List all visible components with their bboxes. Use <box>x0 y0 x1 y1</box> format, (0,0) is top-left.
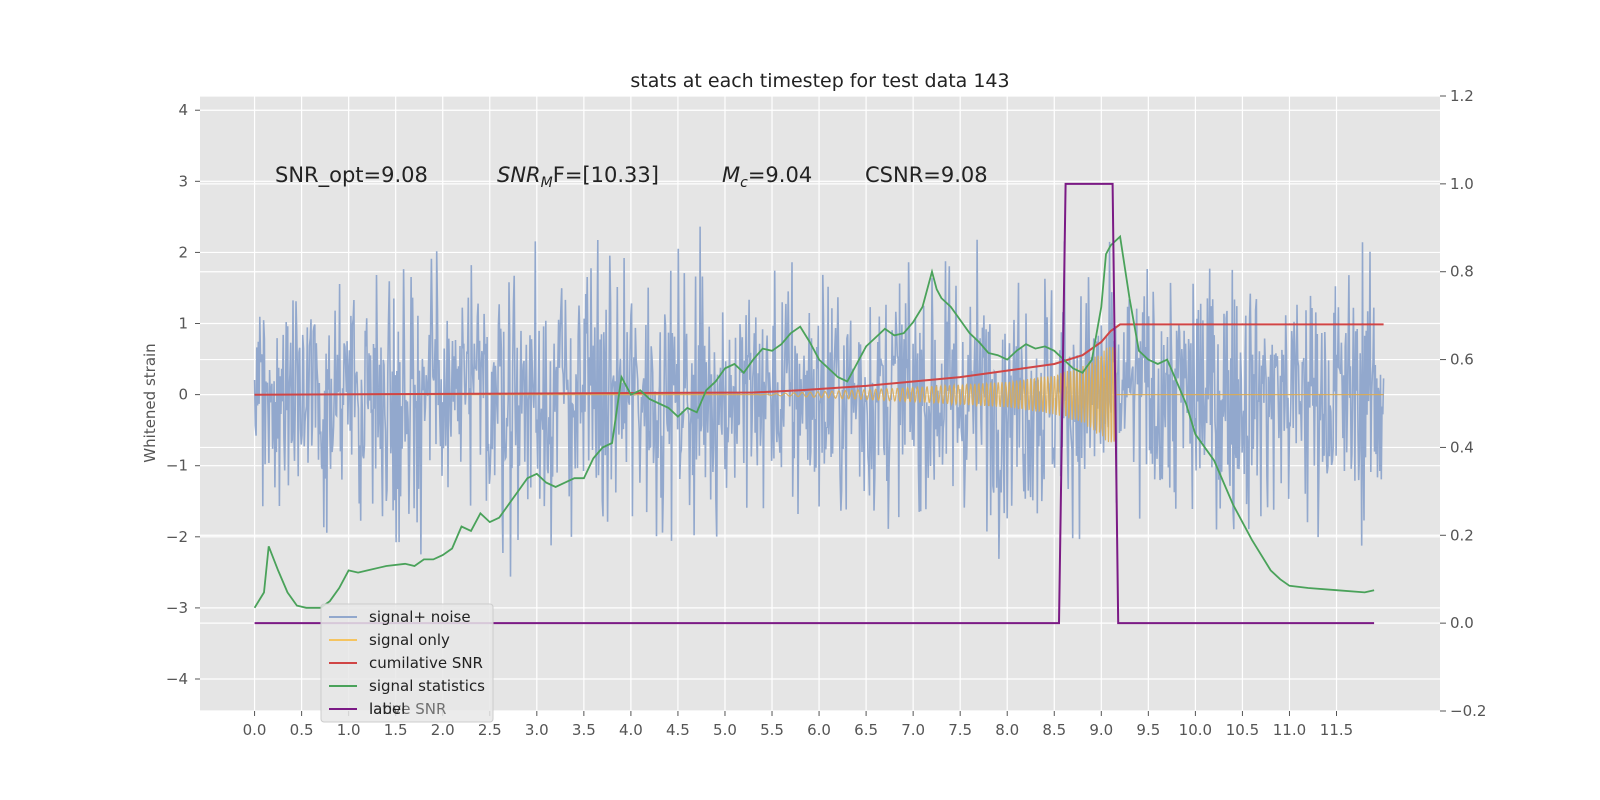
legend-label: signal only <box>369 631 450 649</box>
series-signal-statistics <box>253 234 1375 609</box>
legend-label: cumilative SNR <box>369 654 483 672</box>
x-tick-label: 0.5 <box>290 721 314 739</box>
x-tick-label: 10.5 <box>1226 721 1259 739</box>
series-layer <box>253 182 1385 625</box>
axes: 0.0 0.5 1.0 1.5 2.0 2.5 3.0 3.5 4.0 4.5 5.0 5.5 6.0 6… <box>166 87 1487 739</box>
x-tick-label: 4.0 <box>619 721 643 739</box>
y-tick-label: 3 <box>178 172 188 190</box>
chart-title: stats at each timestep for test data 143 <box>630 70 1009 92</box>
annotation-3: Mc=9.04 <box>722 163 812 191</box>
legend-label: signal+ noise <box>369 608 471 626</box>
y2-tick-label: 0.0 <box>1450 614 1474 632</box>
y2-tick-label: 1.2 <box>1450 87 1474 105</box>
y2-tick-label: 0.2 <box>1450 526 1474 544</box>
annotations: SNR_opt=9.08 SNRMF=[10.33] Mc=9.04 CSNR=9.0… <box>275 163 988 191</box>
y2-tick-label: 0.4 <box>1450 438 1474 456</box>
x-tick-label: 8.0 <box>995 721 1019 739</box>
annotation-2: SNRMF=[10.33] <box>497 163 659 191</box>
legend-ghost-text: lative SNR <box>369 700 446 718</box>
series-label <box>254 182 1375 625</box>
y-tick-label: −4 <box>166 670 188 688</box>
x-tick-label: 4.5 <box>666 721 690 739</box>
x-tick-label: 9.5 <box>1136 721 1160 739</box>
y2-tick-label: 0.8 <box>1450 263 1474 281</box>
annotation-4: CSNR=9.08 <box>865 163 988 187</box>
x-tick-label: 1.0 <box>337 721 361 739</box>
y-tick-label: −1 <box>166 457 188 475</box>
x-tick-label: 10.0 <box>1179 721 1212 739</box>
y-tick-label: 4 <box>178 101 188 119</box>
x-tick-label: 7.5 <box>948 721 972 739</box>
legend: lative SNR signal+ noise signal only cumila… <box>320 603 494 723</box>
x-tick-label: 5.0 <box>713 721 737 739</box>
x-tick-label: 5.5 <box>760 721 784 739</box>
x-tick-label: 6.0 <box>807 721 831 739</box>
series-signal-noise <box>253 226 1385 577</box>
y-tick-label: 2 <box>178 243 188 261</box>
x-tick-label: 7.0 <box>901 721 925 739</box>
y-tick-label: −2 <box>166 528 188 546</box>
legend-box <box>320 603 494 723</box>
x-tick-label: 11.5 <box>1320 721 1353 739</box>
y2-tick-label: −0.2 <box>1450 702 1486 720</box>
legend-label: signal statistics <box>369 677 485 695</box>
legend-label: label <box>369 700 405 718</box>
x-tick-label: 6.5 <box>854 721 878 739</box>
x-tick-label: 11.0 <box>1273 721 1306 739</box>
x-tick-label: 2.0 <box>431 721 455 739</box>
y-tick-label: 0 <box>178 386 188 404</box>
y2-tick-label: 1.0 <box>1450 175 1474 193</box>
y-axis-label: Whitened strain <box>141 343 159 462</box>
x-tick-label: 8.5 <box>1042 721 1066 739</box>
y2-tick-label: 0.6 <box>1450 351 1474 369</box>
x-tick-label: 3.0 <box>525 721 549 739</box>
series-cumilative-snr <box>254 323 1384 396</box>
x-tick-label: 2.5 <box>478 721 502 739</box>
y-tick-label: −3 <box>166 599 188 617</box>
x-tick-label: 1.5 <box>384 721 408 739</box>
x-tick-label: 3.5 <box>572 721 596 739</box>
annotation-1: SNR_opt=9.08 <box>275 163 428 188</box>
y-tick-label: 1 <box>178 315 188 333</box>
x-tick-label: 9.0 <box>1089 721 1113 739</box>
x-tick-label: 0.0 <box>243 721 267 739</box>
